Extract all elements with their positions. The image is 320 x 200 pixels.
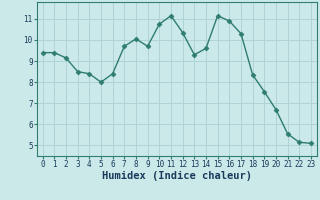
- X-axis label: Humidex (Indice chaleur): Humidex (Indice chaleur): [102, 171, 252, 181]
